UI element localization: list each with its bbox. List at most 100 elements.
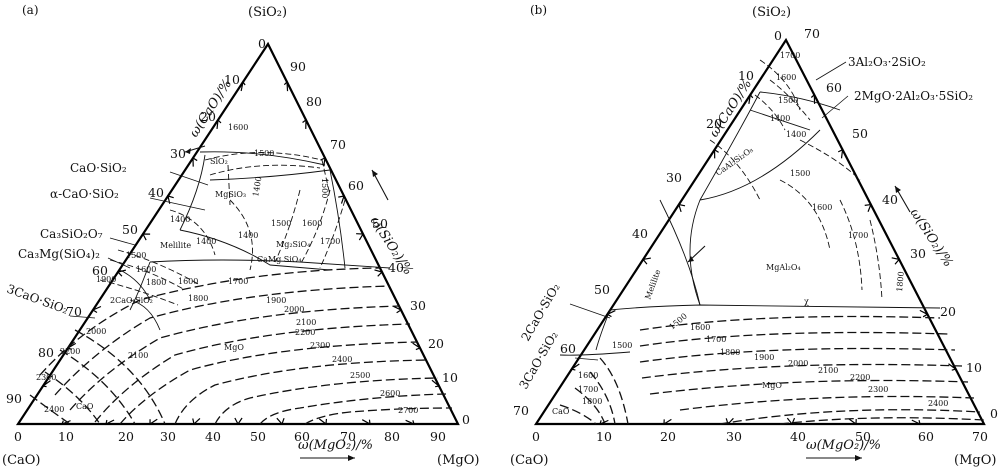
tick-label: 10	[442, 370, 458, 385]
panel-label: (a)	[22, 3, 39, 17]
edge-tick	[393, 305, 403, 314]
svg-text:2300: 2300	[868, 385, 888, 394]
edge-tick	[91, 305, 102, 314]
svg-text:1500: 1500	[778, 96, 798, 105]
apex-top-label: (SiO₂)	[248, 5, 287, 20]
tick-label: 10	[966, 360, 982, 375]
tick-label: 50	[852, 126, 868, 141]
field-label: CaMg SiO₄	[257, 255, 302, 264]
svg-text:2400: 2400	[332, 355, 352, 364]
tick-label: 30	[170, 146, 186, 161]
field-label: MgO	[224, 343, 244, 352]
svg-text:1400: 1400	[196, 237, 216, 246]
tick-label: 0	[462, 412, 470, 427]
tick-label: 0	[14, 429, 22, 444]
svg-text:1400: 1400	[238, 231, 258, 240]
edge-tick	[116, 269, 127, 277]
field-label: Mg₂SiO₄	[276, 240, 310, 249]
compound-labels: CaO·SiO₂ α-CaO·SiO₂ Ca₃SiO₂O₇ Ca₃Mg(SiO₄…	[5, 161, 127, 317]
svg-text:1600: 1600	[228, 123, 248, 132]
svg-text:2100: 2100	[128, 351, 148, 360]
svg-text:1600: 1600	[776, 73, 796, 82]
tick-label: 70	[340, 429, 356, 444]
edge-tick	[105, 419, 115, 426]
edge-tick	[149, 418, 158, 426]
svg-text:1800: 1800	[582, 397, 602, 406]
panel-label: (b)	[530, 3, 547, 17]
tick-label: 40	[148, 185, 164, 200]
field-label: Melilite	[643, 268, 662, 301]
tick-label: 20	[660, 429, 676, 444]
tick-label: 0	[532, 429, 540, 444]
edge-tick	[748, 93, 754, 104]
tick-label: 40	[388, 260, 404, 275]
svg-text:1600: 1600	[578, 371, 598, 380]
svg-text:1600: 1600	[178, 277, 198, 286]
field-label: CaAl₂Si₂O₈	[714, 145, 755, 177]
tick-label: 80	[306, 94, 322, 109]
tick-label: 60	[294, 429, 310, 444]
field-label: CaO	[552, 407, 570, 416]
tick-label: 60	[918, 429, 934, 444]
tick-label: 0	[258, 36, 266, 51]
tick-label: 20	[200, 109, 216, 124]
edge-tick	[276, 417, 285, 426]
tick-label: 30	[410, 298, 426, 313]
edge-tick	[725, 417, 734, 426]
leader-lines	[569, 61, 849, 361]
tick-label: 10	[738, 68, 754, 83]
edge-tick	[320, 156, 326, 167]
edge-tick	[837, 148, 844, 159]
axis-arrows	[687, 185, 911, 461]
svg-text:2400: 2400	[44, 405, 64, 414]
svg-text:1700: 1700	[848, 231, 868, 240]
edge-tick	[142, 233, 151, 241]
tick-label: 50	[594, 282, 610, 297]
tick-label: 0	[990, 406, 998, 421]
tick-label: 40	[790, 429, 806, 444]
compound-label: CaO·SiO₂	[70, 161, 127, 175]
apex-left-label: (CaO)	[510, 453, 549, 468]
edge-tick	[318, 418, 328, 426]
svg-text:1900: 1900	[96, 275, 116, 284]
tick-label: 80	[384, 429, 400, 444]
compound-label: 3CaO·SiO₂	[5, 282, 70, 317]
tick-label: 40	[632, 226, 648, 241]
svg-text:1700: 1700	[578, 385, 598, 394]
bottom-axis-label: ω(MgO₂)/%	[806, 438, 881, 453]
field-labels: SiO₂ MgSiO₃ Melilite Mg₂SiO₄ CaMg SiO₄ 2…	[76, 157, 310, 411]
field-label: CaO	[76, 402, 94, 411]
svg-text:1500: 1500	[254, 149, 274, 158]
svg-text:1900: 1900	[266, 296, 286, 305]
svg-text:1800: 1800	[146, 278, 166, 287]
compound-label: 2MgO·2Al₂O₃·5SiO₂	[854, 89, 973, 103]
field-label: MgAl₂O₄	[766, 263, 801, 272]
tick-label: 50	[122, 222, 138, 237]
phase-boundaries	[559, 91, 941, 356]
edge-tick	[234, 417, 243, 426]
edge-tick	[570, 363, 580, 371]
edge-tick	[240, 80, 246, 92]
edge-tick	[606, 310, 616, 318]
edge-tick	[677, 203, 686, 213]
svg-text:2000: 2000	[788, 359, 808, 368]
edge-tick	[599, 419, 609, 426]
field-label: χ	[804, 297, 809, 306]
svg-text:1600: 1600	[812, 203, 832, 212]
tick-label: 10	[58, 429, 74, 444]
edge-tick	[919, 309, 929, 318]
apex-right-label: (MgO)	[954, 453, 996, 468]
svg-text:1900: 1900	[754, 353, 774, 362]
svg-text:1500: 1500	[790, 169, 810, 178]
axis-arrows	[184, 145, 389, 461]
tick-label: 70	[66, 304, 82, 319]
tick-label: 70	[972, 429, 988, 444]
svg-text:1500: 1500	[271, 219, 291, 228]
field-label: Melilite	[160, 241, 191, 250]
svg-text:1600: 1600	[302, 219, 322, 228]
apex-top-label: (SiO₂)	[752, 5, 791, 20]
svg-text:2000: 2000	[284, 305, 304, 314]
compound-label: 3Al₂O₃·2SiO₂	[848, 55, 926, 69]
tick-label: 40	[882, 192, 898, 207]
svg-text:1400: 1400	[786, 130, 806, 139]
